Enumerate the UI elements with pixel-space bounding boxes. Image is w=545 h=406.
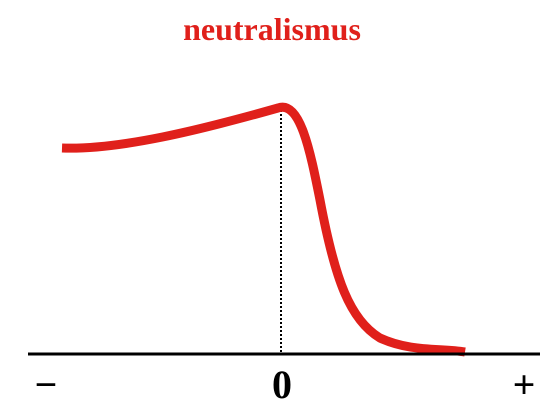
axis-minus: −	[35, 362, 58, 406]
axis-zero: 0	[272, 362, 292, 406]
response-curve	[61, 102, 466, 357]
axis-plus: +	[513, 362, 536, 406]
title: neutralismus	[183, 11, 361, 47]
